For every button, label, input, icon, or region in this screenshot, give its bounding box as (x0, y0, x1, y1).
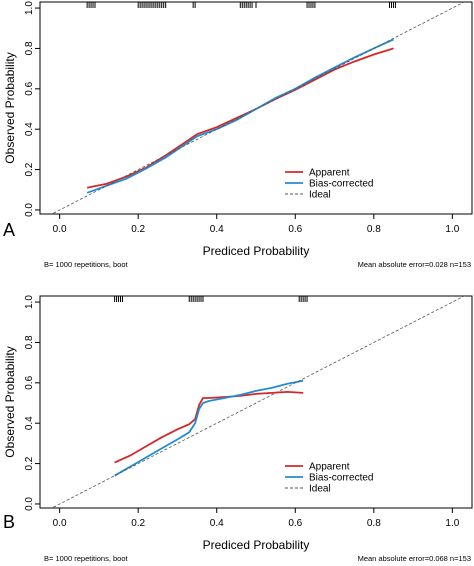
y-tick-label: 0.4 (24, 122, 35, 136)
y-tick-label: 0.8 (24, 41, 35, 55)
panel-label: B (3, 512, 15, 532)
y-tick-label: 0.6 (24, 375, 35, 389)
legend-label: Apparent (309, 462, 350, 473)
legend-label: Apparent (309, 168, 350, 179)
y-tick-label: 0.6 (24, 81, 35, 95)
x-tick-label: 0.4 (210, 518, 224, 529)
x-tick-label: 0.4 (210, 224, 224, 235)
x-tick-label: 0.0 (53, 224, 67, 235)
series-line-ideal (50, 296, 466, 508)
y-tick-label: 1.0 (24, 295, 35, 309)
y-tick-label: 0.0 (24, 497, 35, 511)
plot-frame (39, 295, 473, 509)
calibration-panel-a: 0.0 0.2 0.4 0.6 0.8 1.0 0.0 0.2 0.4 0.6 0.8 1.0 Pred… (3, 1, 473, 269)
y-axis-label: Observed Probability (3, 346, 17, 457)
x-tick-label: 0.0 (53, 518, 67, 529)
x-tick-label: 0.8 (367, 224, 381, 235)
series-line-bias-corrected (86, 38, 394, 194)
series-line-apparent (86, 47, 394, 189)
y-tick-label: 0.4 (24, 416, 35, 430)
x-tick-label: 1.0 (445, 518, 459, 529)
y-tick-label: 0.2 (24, 162, 35, 176)
legend-label: Ideal (309, 484, 331, 495)
x-tick-label: 0.2 (131, 224, 145, 235)
calibration-panel-b: 0.0 0.2 0.4 0.6 0.8 1.0 0.0 0.2 0.4 0.6 0.8 1.0 Pred… (3, 295, 473, 563)
series-line-bias-corrected (114, 379, 304, 477)
y-tick-label: 1.0 (24, 1, 35, 15)
footer-error: Mean absolute error=0.028 n=153 (358, 260, 471, 269)
series-line-ideal (50, 2, 466, 214)
legend-label: Bias-corrected (309, 473, 373, 484)
y-axis-label: Observed Probability (3, 52, 17, 163)
x-axis-label: Prediced Probability (203, 538, 310, 552)
x-tick-label: 0.8 (367, 518, 381, 529)
y-tick-label: 0.8 (24, 335, 35, 349)
legend-label: Ideal (309, 190, 331, 201)
x-tick-label: 1.0 (445, 224, 459, 235)
panel-label: A (3, 220, 15, 240)
x-tick-label: 0.6 (288, 518, 302, 529)
x-tick-label: 0.2 (131, 518, 145, 529)
y-tick-label: 0.0 (24, 203, 35, 217)
legend-label: Bias-corrected (309, 179, 373, 190)
y-tick-label: 0.2 (24, 456, 35, 470)
footer-repetitions: B= 1000 repetitions, boot (44, 260, 129, 269)
footer-repetitions: B= 1000 repetitions, boot (44, 554, 129, 563)
footer-error: Mean absolute error=0.068 n=153 (358, 554, 471, 563)
x-tick-label: 0.6 (288, 224, 302, 235)
x-axis-label: Prediced Probability (203, 244, 310, 258)
series-line-apparent (114, 390, 304, 464)
